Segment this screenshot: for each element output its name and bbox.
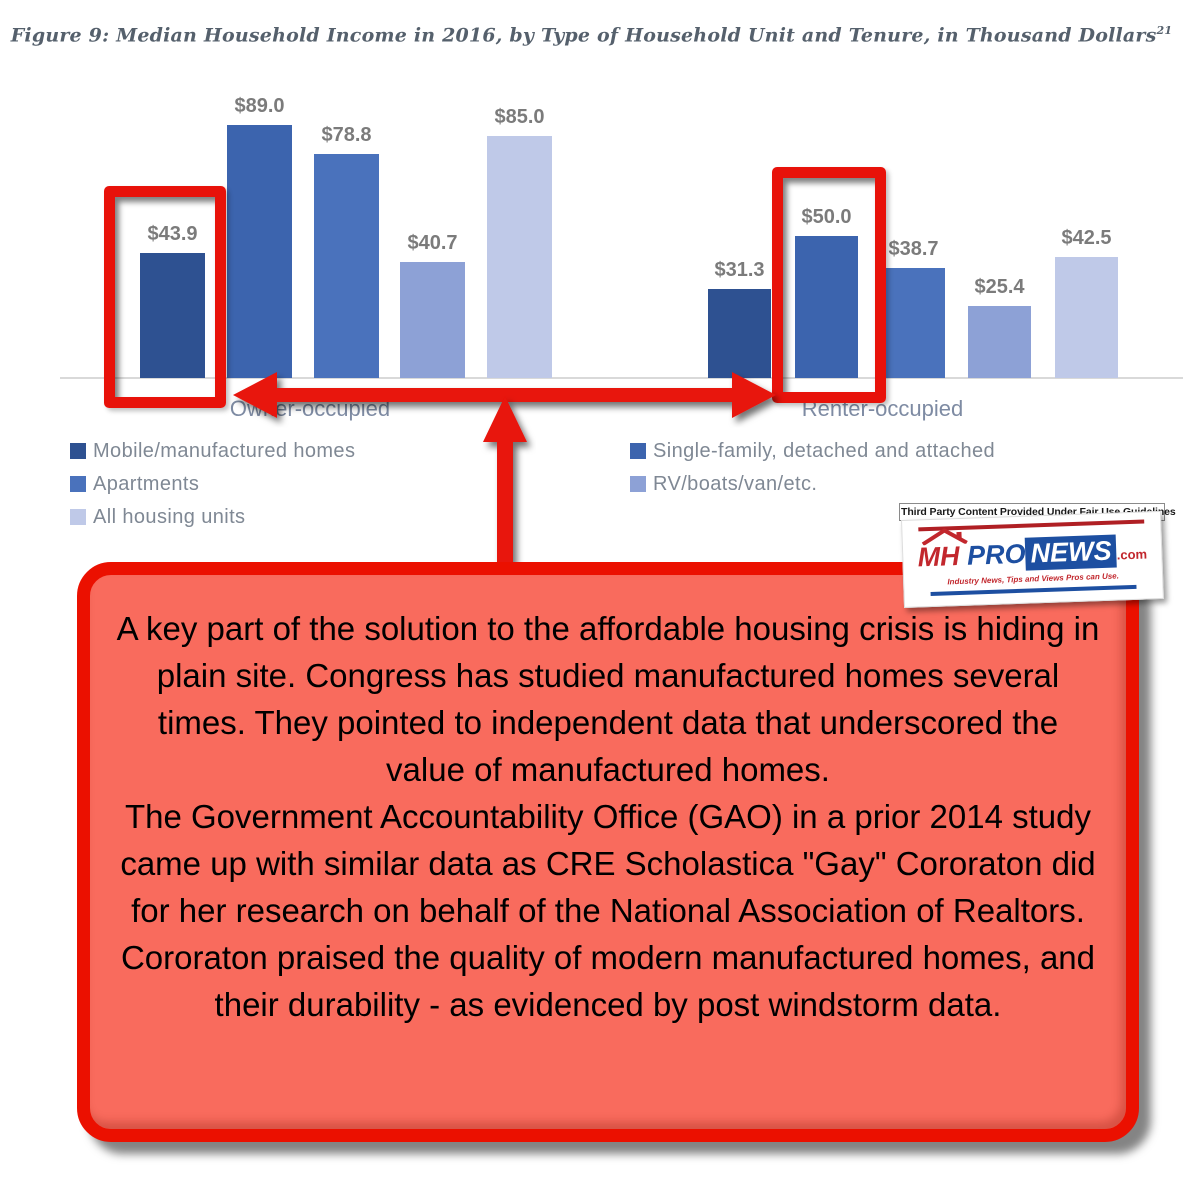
legend-swatch: [70, 509, 86, 525]
legend-swatch: [70, 443, 86, 459]
callout-paragraph-2: The Government Accountability Office (GA…: [120, 798, 1096, 1023]
mhpronews-logo: MH PRO NEWS .com: [911, 528, 1154, 573]
bar: [882, 268, 945, 378]
logo-mh-text: MH: [917, 528, 969, 573]
logo-mh-letters: MH: [917, 540, 961, 573]
legend-label: RV/boats/van/etc.: [653, 472, 818, 495]
legend-swatch: [630, 443, 646, 459]
bar-value-label: $25.4: [974, 276, 1025, 298]
chart-legend-left-column: Mobile/manufactured homes Apartments All h…: [70, 440, 355, 539]
legend-label: Mobile/manufactured homes: [93, 439, 356, 462]
logo-com-text: .com: [1116, 546, 1148, 563]
legend-item: Apartments: [70, 473, 355, 495]
house-roof-icon: [922, 528, 969, 546]
bar: [795, 236, 858, 378]
bar: [227, 125, 292, 378]
bar: [487, 136, 552, 378]
logo-news-text: NEWS: [1025, 534, 1118, 571]
bar-value-label: $43.9: [147, 223, 198, 245]
legend-label: All housing units: [93, 505, 246, 528]
publisher-watermark: Third Party Content Provided Under Fair …: [899, 503, 1176, 609]
bar-value-label: $50.0: [801, 206, 852, 228]
bar-value-label: $42.5: [1061, 227, 1112, 249]
logo-pro-text: PRO: [966, 538, 1027, 571]
legend-label: Single-family, detached and attached: [653, 439, 996, 462]
bar: [400, 262, 465, 378]
bar: [1055, 257, 1118, 378]
bar: [314, 154, 379, 378]
bar: [968, 306, 1031, 378]
figure-title-footnote: 21: [1156, 24, 1173, 37]
logo-bottom-rule: [930, 585, 1137, 597]
bar-value-label: $31.3: [714, 259, 765, 281]
callout-paragraph-1: A key part of the solution to the afford…: [116, 610, 1100, 788]
bar-value-label: $85.0: [494, 106, 545, 128]
highlight-rect-renter-single-family-bar: [772, 167, 886, 403]
legend-swatch: [630, 476, 646, 492]
figure-title: Figure 9: Median Household Income in 201…: [0, 24, 1183, 46]
callout-box: A key part of the solution to the afford…: [77, 562, 1139, 1142]
bar: [140, 253, 205, 378]
bar-value-label: $78.8: [321, 124, 372, 146]
figure-title-text: Figure 9: Median Household Income in 201…: [10, 24, 1157, 47]
legend-item: All housing units: [70, 506, 355, 528]
bar-value-label: $89.0: [234, 95, 285, 117]
legend-swatch: [70, 476, 86, 492]
mhpronews-logo-card: MH PRO NEWS .com Industry News, Tips and V…: [901, 510, 1164, 609]
legend-item: Mobile/manufactured homes: [70, 440, 355, 462]
legend-item: RV/boats/van/etc.: [630, 473, 995, 495]
legend-item: Single-family, detached and attached: [630, 440, 995, 462]
bar: [708, 289, 771, 378]
bar-value-label: $38.7: [888, 238, 939, 260]
category-label-owner-occupied: Owner-occupied: [229, 396, 391, 421]
bar-value-label: $40.7: [407, 232, 458, 254]
up-arrow-from-callout: [483, 396, 527, 574]
chart-legend-right-column: Single-family, detached and attached RV/b…: [630, 440, 995, 506]
legend-label: Apartments: [93, 472, 200, 495]
highlight-rect-owner-manufactured-bar: [104, 186, 226, 408]
